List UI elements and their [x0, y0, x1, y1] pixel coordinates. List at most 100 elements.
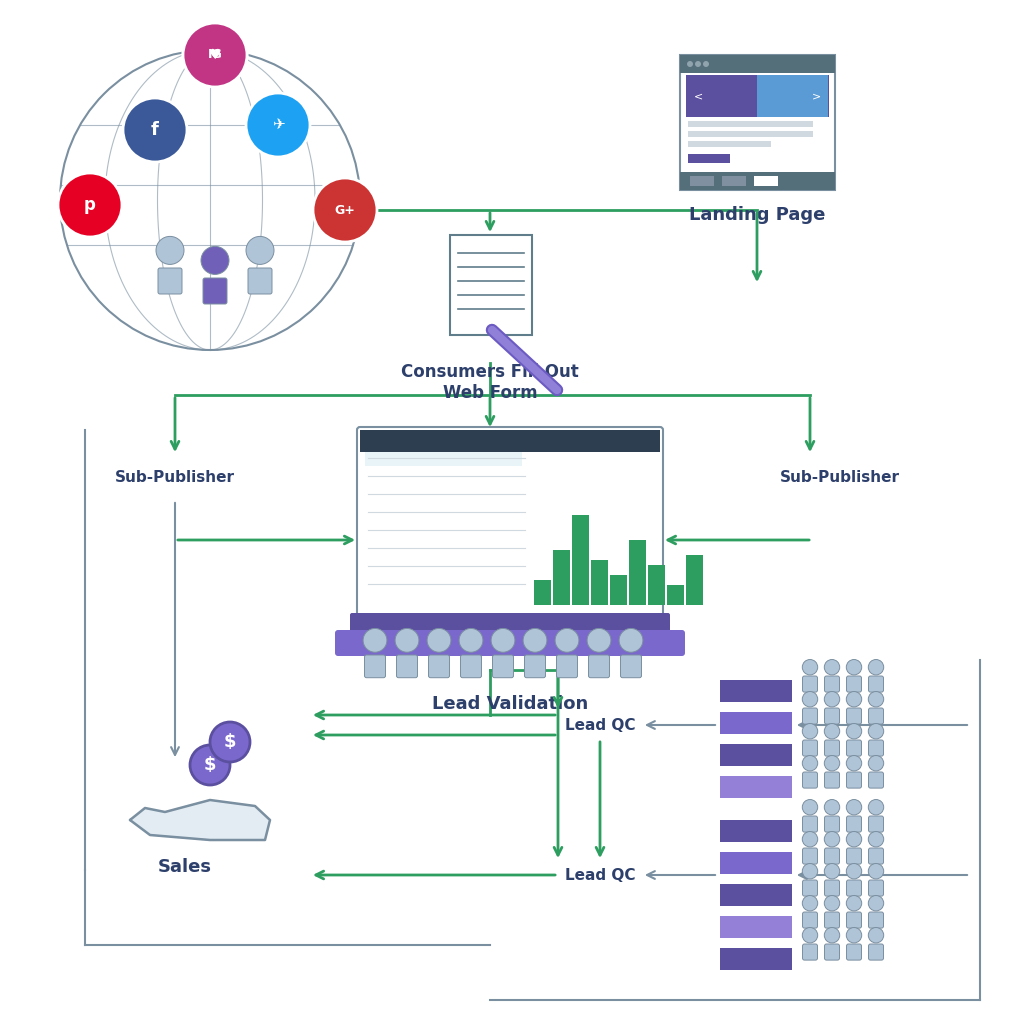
FancyBboxPatch shape	[847, 848, 861, 864]
Text: Lead QC: Lead QC	[565, 718, 635, 732]
Text: Consumers Fill Out
Web Form: Consumers Fill Out Web Form	[401, 362, 579, 401]
Text: p: p	[84, 196, 96, 214]
FancyBboxPatch shape	[493, 655, 513, 678]
FancyBboxPatch shape	[610, 575, 627, 605]
FancyBboxPatch shape	[350, 613, 670, 635]
FancyBboxPatch shape	[847, 912, 861, 928]
FancyBboxPatch shape	[360, 430, 660, 452]
FancyBboxPatch shape	[648, 565, 665, 605]
FancyBboxPatch shape	[824, 880, 840, 896]
FancyBboxPatch shape	[847, 676, 861, 692]
FancyBboxPatch shape	[803, 676, 817, 692]
Circle shape	[868, 831, 884, 847]
FancyBboxPatch shape	[868, 944, 884, 961]
Circle shape	[868, 756, 884, 771]
Circle shape	[246, 93, 310, 157]
FancyBboxPatch shape	[720, 820, 792, 842]
Circle shape	[364, 629, 387, 652]
FancyBboxPatch shape	[686, 555, 703, 605]
Circle shape	[802, 691, 818, 707]
FancyBboxPatch shape	[803, 740, 817, 756]
FancyBboxPatch shape	[824, 772, 840, 788]
Circle shape	[824, 659, 840, 675]
Circle shape	[190, 745, 230, 785]
FancyBboxPatch shape	[847, 880, 861, 896]
Text: Landing Page: Landing Page	[689, 206, 825, 224]
Text: Sub-Publisher: Sub-Publisher	[115, 470, 234, 485]
FancyBboxPatch shape	[572, 515, 589, 605]
Circle shape	[846, 800, 862, 815]
Circle shape	[846, 691, 862, 707]
Circle shape	[703, 61, 709, 67]
Circle shape	[802, 831, 818, 847]
Text: $: $	[224, 733, 237, 751]
Circle shape	[868, 724, 884, 739]
Circle shape	[210, 722, 250, 762]
FancyBboxPatch shape	[824, 740, 840, 756]
FancyBboxPatch shape	[824, 912, 840, 928]
Text: ♥: ♥	[209, 48, 221, 62]
Circle shape	[802, 756, 818, 771]
Text: Lead QC: Lead QC	[565, 867, 635, 883]
FancyBboxPatch shape	[688, 131, 813, 137]
Circle shape	[824, 691, 840, 707]
Text: G+: G+	[335, 204, 355, 216]
FancyBboxPatch shape	[690, 176, 714, 186]
Circle shape	[587, 629, 611, 652]
FancyBboxPatch shape	[720, 744, 792, 766]
Circle shape	[802, 800, 818, 815]
Circle shape	[824, 831, 840, 847]
Circle shape	[459, 629, 483, 652]
FancyBboxPatch shape	[824, 848, 840, 864]
FancyBboxPatch shape	[868, 816, 884, 833]
Text: >: >	[812, 91, 821, 101]
Text: ✈: ✈	[271, 118, 285, 132]
FancyBboxPatch shape	[553, 550, 570, 605]
Circle shape	[492, 629, 515, 652]
Text: Sub-Publisher: Sub-Publisher	[780, 470, 900, 485]
Text: Lead Validation: Lead Validation	[432, 695, 588, 713]
FancyBboxPatch shape	[450, 234, 532, 335]
FancyBboxPatch shape	[824, 944, 840, 961]
Circle shape	[824, 896, 840, 911]
Circle shape	[846, 659, 862, 675]
Circle shape	[523, 629, 547, 652]
Circle shape	[313, 178, 377, 242]
Text: $: $	[204, 756, 216, 774]
FancyBboxPatch shape	[534, 580, 551, 605]
FancyBboxPatch shape	[722, 176, 746, 186]
Circle shape	[868, 659, 884, 675]
FancyBboxPatch shape	[524, 655, 546, 678]
FancyBboxPatch shape	[868, 848, 884, 864]
FancyBboxPatch shape	[720, 884, 792, 906]
FancyBboxPatch shape	[686, 75, 829, 117]
Circle shape	[58, 173, 122, 237]
FancyBboxPatch shape	[847, 772, 861, 788]
Circle shape	[824, 928, 840, 943]
FancyBboxPatch shape	[158, 268, 182, 294]
FancyBboxPatch shape	[868, 708, 884, 724]
Circle shape	[123, 98, 187, 162]
Circle shape	[201, 247, 229, 274]
FancyBboxPatch shape	[688, 141, 771, 147]
FancyBboxPatch shape	[868, 912, 884, 928]
Circle shape	[695, 61, 701, 67]
FancyBboxPatch shape	[757, 75, 828, 117]
Circle shape	[868, 691, 884, 707]
FancyBboxPatch shape	[868, 676, 884, 692]
Circle shape	[846, 724, 862, 739]
FancyBboxPatch shape	[868, 740, 884, 756]
FancyBboxPatch shape	[680, 55, 835, 190]
Circle shape	[620, 629, 643, 652]
Circle shape	[868, 928, 884, 943]
Circle shape	[868, 863, 884, 879]
FancyBboxPatch shape	[847, 740, 861, 756]
FancyBboxPatch shape	[335, 630, 685, 656]
FancyBboxPatch shape	[556, 655, 578, 678]
Circle shape	[824, 756, 840, 771]
Polygon shape	[130, 800, 270, 840]
FancyBboxPatch shape	[688, 154, 730, 163]
Circle shape	[555, 629, 579, 652]
Circle shape	[156, 237, 184, 264]
Circle shape	[868, 800, 884, 815]
